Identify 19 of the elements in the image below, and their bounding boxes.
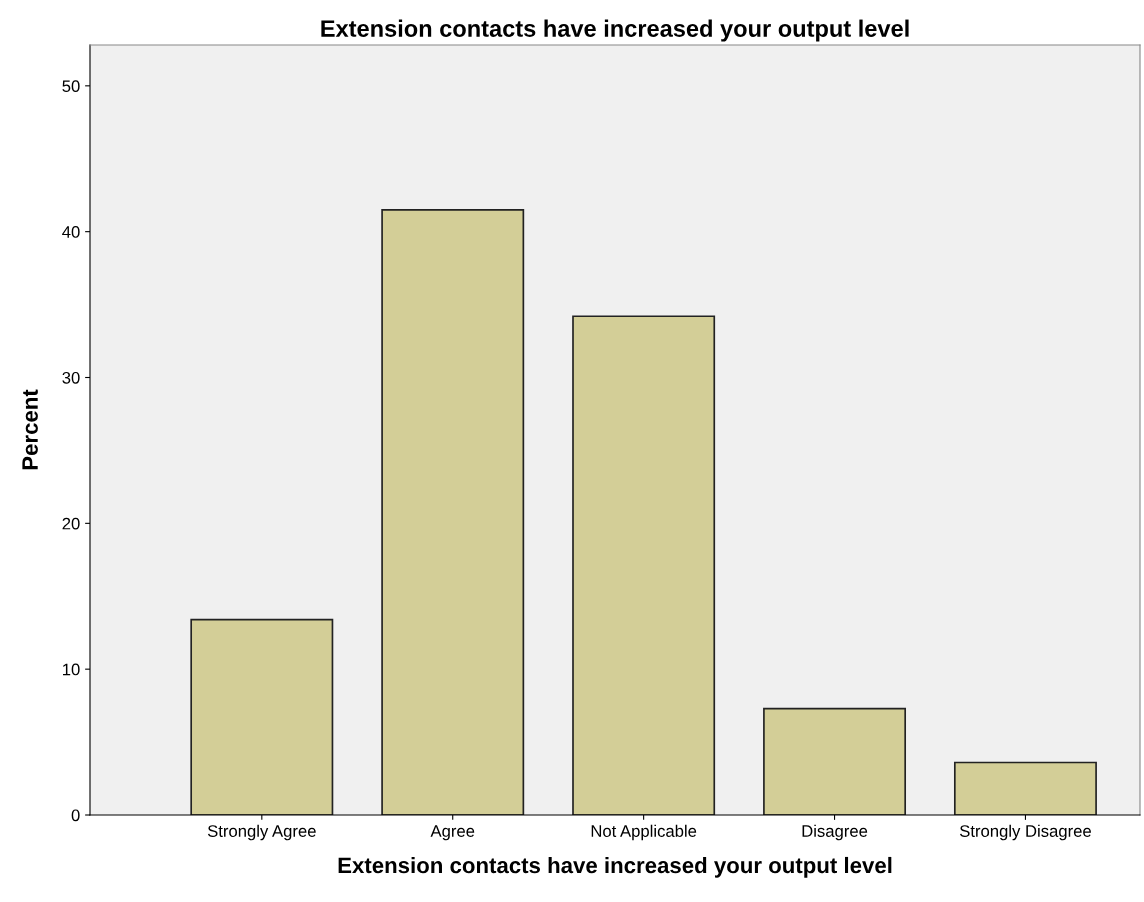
x-tick-label: Strongly Disagree	[959, 824, 1091, 841]
bar	[763, 707, 907, 815]
x-tick-label: Agree	[430, 825, 475, 841]
bar	[572, 315, 716, 815]
y-tick-label: 0	[71, 809, 80, 822]
chart-title: Extension contacts have increased your output level	[321, 19, 909, 42]
y-tick-label: 30	[62, 371, 80, 384]
x-tick-label: Not Applicable	[591, 824, 697, 841]
y-tick-label: 20	[62, 517, 80, 530]
y-tick-label: 50	[62, 80, 80, 93]
y-tick-label: 10	[63, 663, 80, 676]
bar	[381, 208, 525, 815]
x-tick-label: Disagree	[802, 824, 868, 841]
y-tick-label: 40	[62, 226, 80, 238]
bar	[953, 761, 1097, 815]
y-axis-title: Percent	[22, 389, 38, 470]
x-tick-label: Strongly Agree	[207, 824, 316, 841]
bar	[190, 618, 334, 815]
x-axis-title: Extension contacts have increased your output level	[338, 856, 892, 878]
